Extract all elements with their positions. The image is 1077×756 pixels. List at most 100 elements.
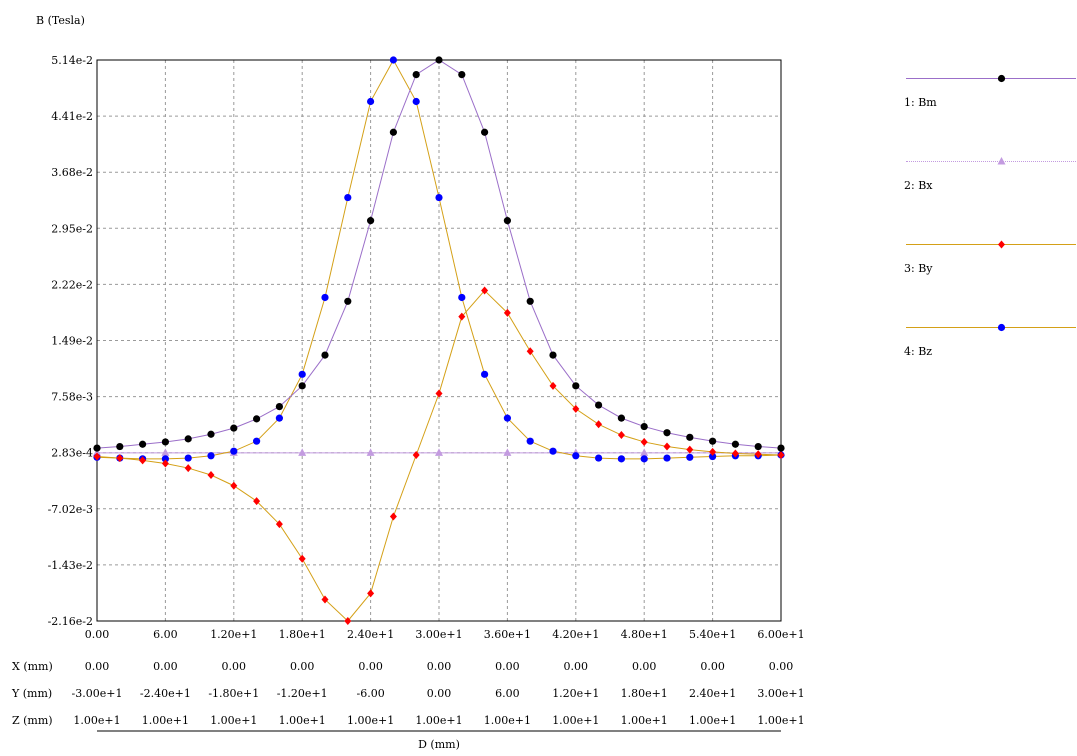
data-point [997, 323, 1006, 332]
data-point [253, 415, 261, 423]
data-point [298, 448, 307, 456]
data-point [161, 438, 169, 446]
data-point [366, 448, 375, 456]
coord-value: 1.00e+1 [73, 714, 120, 727]
y-tick-label: -1.43e-2 [48, 559, 93, 572]
y-tick-label: 7.58e-3 [51, 391, 93, 404]
data-point [367, 217, 375, 225]
legend-marker-circle-icon [997, 74, 1006, 83]
data-point [481, 286, 489, 295]
legend-marker-circle-icon [997, 323, 1006, 332]
coord-value: 0.00 [427, 687, 452, 700]
x-tick-label: 1.20e+1 [210, 628, 257, 641]
data-point [93, 452, 101, 461]
y-tick-label: 2.95e-2 [51, 222, 93, 235]
data-point [709, 452, 717, 461]
data-point [321, 293, 329, 302]
x-tick-label: 2.40e+1 [347, 628, 394, 641]
data-point [458, 71, 466, 79]
coord-value: 1.00e+1 [689, 714, 736, 727]
data-point [230, 481, 238, 490]
y-tick-label: -2.16e-2 [48, 615, 93, 628]
legend-label: 1: Bm [904, 96, 937, 109]
coord-value: 0.00 [564, 660, 589, 673]
coord-value: 0.00 [85, 660, 110, 673]
coord-value: -2.40e+1 [140, 687, 191, 700]
data-point [93, 448, 101, 456]
data-point [754, 442, 762, 451]
data-point [435, 448, 443, 456]
data-point [526, 297, 534, 305]
series-by [93, 286, 785, 625]
legend-marker-diamond-icon [998, 240, 1005, 249]
data-point [412, 97, 420, 106]
legend-line [906, 161, 1076, 162]
data-point [640, 437, 648, 446]
x-tick-label: 4.20e+1 [552, 628, 599, 641]
data-point [777, 444, 785, 452]
data-point [997, 157, 1006, 165]
y-tick-label: 5.14e-2 [51, 54, 93, 67]
data-point [116, 442, 124, 451]
coord-value: 1.00e+1 [484, 714, 531, 727]
data-point [161, 455, 169, 463]
data-point [481, 370, 489, 378]
x-tick-label: 3.60e+1 [484, 628, 531, 641]
coord-value: 1.00e+1 [552, 714, 599, 727]
data-point [640, 448, 649, 456]
data-point [161, 459, 169, 468]
data-point [777, 451, 785, 460]
data-point [549, 447, 557, 455]
data-point [435, 389, 443, 398]
data-point [709, 437, 717, 445]
legend-line [906, 244, 1076, 245]
data-point [686, 445, 694, 454]
data-point [207, 452, 215, 460]
data-point [344, 617, 352, 625]
coord-value: 0.00 [700, 660, 725, 673]
data-point [367, 589, 375, 598]
y-tick-label: 2.83e-4 [51, 447, 93, 460]
coord-value: 3.00e+1 [757, 687, 804, 700]
series-bz [93, 56, 785, 463]
data-point [731, 449, 739, 458]
coord-value: 6.00 [495, 687, 520, 700]
coordinate-rows: X (mm) 0.00 0.00 0.00 0.00 0.00 0.00 0.00 0.00 0.… [11, 660, 805, 727]
legend-item: 2: Bx [904, 155, 1076, 215]
coord-value: 1.20e+1 [552, 687, 599, 700]
coord-row-label: X (mm) [12, 660, 53, 673]
legend-label: 2: Bx [904, 179, 933, 192]
data-point [344, 193, 352, 202]
legend-item: 4: Bz [904, 321, 1076, 381]
grid [97, 60, 781, 621]
data-point [617, 431, 625, 440]
series-layer [93, 56, 785, 625]
data-point [617, 455, 626, 463]
x-tick-label: 5.40e+1 [689, 628, 736, 641]
coord-value: -1.80e+1 [208, 687, 259, 700]
data-point [663, 442, 671, 451]
data-point [549, 381, 557, 390]
data-point [298, 382, 306, 390]
data-point [321, 351, 329, 359]
data-point [686, 433, 694, 441]
data-point [367, 97, 375, 106]
data-point [549, 351, 557, 359]
data-point [686, 453, 694, 461]
data-point [275, 414, 283, 422]
series-bx [93, 448, 785, 456]
data-point [412, 451, 420, 460]
coord-value: 1.00e+1 [142, 714, 189, 727]
data-point [572, 452, 580, 460]
x-tick-label: 6.00 [153, 628, 178, 641]
data-point [207, 430, 215, 438]
coord-value: 2.40e+1 [689, 687, 736, 700]
data-point [572, 404, 580, 413]
x-tick-label: 3.00e+1 [415, 628, 462, 641]
data-point [503, 217, 511, 225]
data-point [997, 74, 1006, 83]
data-point [184, 464, 192, 473]
data-point [139, 440, 147, 448]
data-point [389, 512, 397, 521]
data-point [503, 448, 512, 456]
